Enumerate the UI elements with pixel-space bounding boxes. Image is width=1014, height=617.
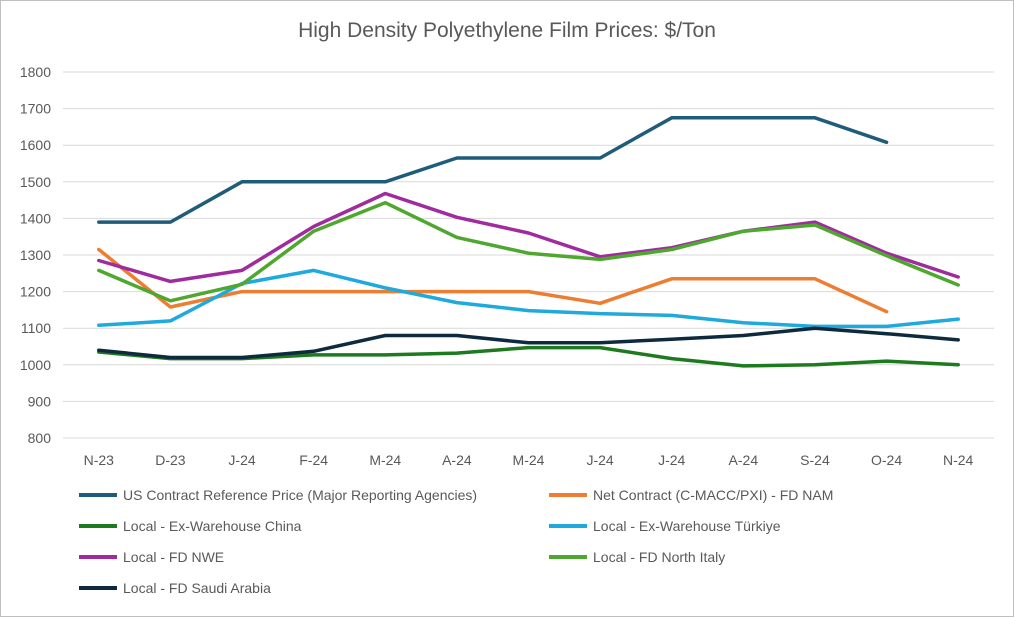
y-tick-label: 1000 xyxy=(20,357,51,373)
gridlines xyxy=(63,71,994,439)
series-line-2 xyxy=(97,247,889,314)
legend-label: Local - FD NWE xyxy=(123,549,225,565)
x-tick-label: F-24 xyxy=(299,452,328,468)
x-tick-label: D-23 xyxy=(155,452,186,468)
legend-swatch xyxy=(79,555,117,559)
legend-item: Local - FD Saudi Arabia xyxy=(79,578,549,598)
y-tick-label: 900 xyxy=(28,393,52,409)
series-lines xyxy=(97,116,960,368)
x-tick-label: S-24 xyxy=(800,452,830,468)
x-tick-label: A-24 xyxy=(729,452,759,468)
y-tick-label: 1100 xyxy=(21,320,51,336)
legend-label: Local - FD North Italy xyxy=(593,549,726,565)
y-tick-label: 1700 xyxy=(20,101,51,117)
series-line-4 xyxy=(97,268,960,329)
legend-label: Net Contract (C-MACC/PXI) - FD NAM xyxy=(593,487,834,503)
y-tick-label: 800 xyxy=(28,430,52,446)
legend-label: Local - Ex-Warehouse China xyxy=(123,518,302,534)
legend-label: US Contract Reference Price (Major Repor… xyxy=(123,487,478,503)
y-tick-label: 1400 xyxy=(20,210,51,226)
x-tick-label: J-24 xyxy=(658,452,685,468)
series-line-1 xyxy=(97,116,889,224)
legend-item: Local - FD NWE xyxy=(79,547,549,567)
x-tick-label: J-24 xyxy=(228,452,255,468)
series-line-7 xyxy=(97,326,960,360)
legend-swatch xyxy=(549,555,587,559)
legend-item: US Contract Reference Price (Major Repor… xyxy=(79,485,549,505)
legend-item: Net Contract (C-MACC/PXI) - FD NAM xyxy=(549,485,979,505)
x-tick-label: N-24 xyxy=(943,452,974,468)
legend-swatch xyxy=(79,493,117,497)
legend-label: Local - Ex-Warehouse Türkiye xyxy=(593,518,781,534)
legend-swatch xyxy=(79,586,117,590)
chart-title: High Density Polyethylene Film Prices: $… xyxy=(298,19,716,42)
x-tick-label: J-24 xyxy=(586,452,613,468)
legend-item: Local - FD North Italy xyxy=(549,547,979,567)
legend-label: Local - FD Saudi Arabia xyxy=(123,580,271,596)
y-tick-label: 1500 xyxy=(20,174,51,190)
legend-item: Local - Ex-Warehouse China xyxy=(79,516,549,536)
x-tick-label: A-24 xyxy=(442,452,472,468)
legend-swatch xyxy=(549,524,587,528)
y-tick-label: 1600 xyxy=(20,137,51,153)
series-line-5 xyxy=(97,191,960,284)
legend-item: Local - Ex-Warehouse Türkiye xyxy=(549,516,979,536)
x-tick-label: O-24 xyxy=(871,452,902,468)
y-axis: 800 900 1000 1100 1200 1300 1400 1500 1600 1700 18… xyxy=(20,64,51,446)
legend: US Contract Reference Price (Major Repor… xyxy=(79,485,979,598)
legend-swatch xyxy=(79,524,117,528)
series-line-6 xyxy=(97,200,960,303)
x-tick-label: M-24 xyxy=(369,452,401,468)
x-tick-label: M-24 xyxy=(513,452,545,468)
y-tick-label: 1200 xyxy=(20,284,51,300)
legend-swatch xyxy=(549,493,587,497)
x-axis: N-23 D-23 J-24 F-24 M-24 A-24 M-24 J-24 J-24 A-24… xyxy=(84,452,974,468)
y-tick-label: 1300 xyxy=(20,247,51,263)
y-tick-label: 1800 xyxy=(20,64,51,80)
x-tick-label: N-23 xyxy=(84,452,115,468)
